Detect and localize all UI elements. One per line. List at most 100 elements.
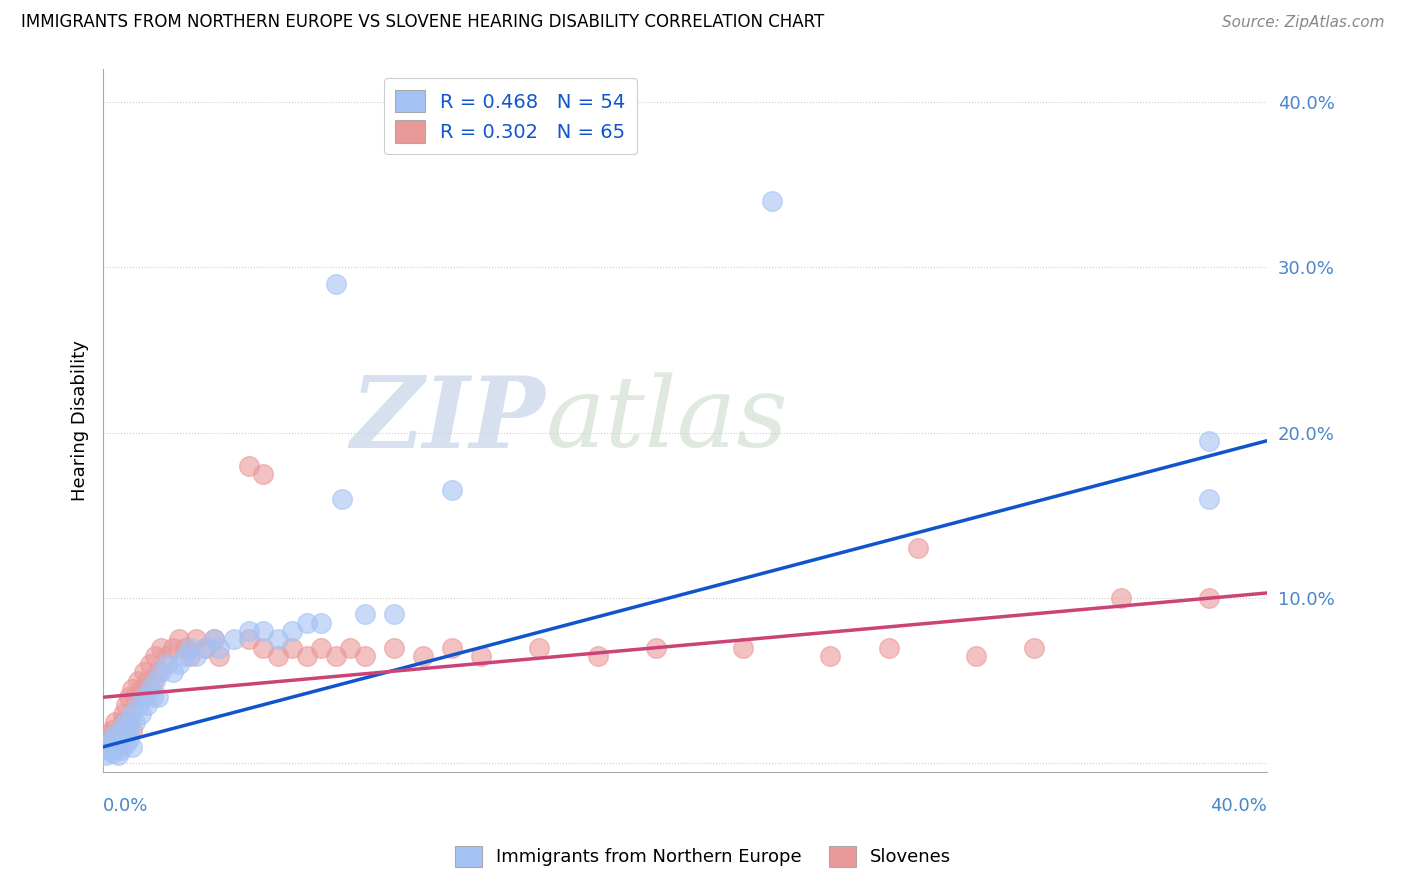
Point — [339, 640, 361, 655]
Point — [167, 632, 190, 647]
Point — [907, 541, 929, 556]
Point — [94, 748, 117, 763]
Text: 40.0%: 40.0% — [1211, 797, 1267, 814]
Point — [156, 648, 179, 663]
Point — [115, 726, 138, 740]
Point — [142, 673, 165, 688]
Point — [354, 648, 377, 663]
Point — [118, 690, 141, 705]
Point — [441, 640, 464, 655]
Point — [441, 483, 464, 498]
Point — [94, 731, 117, 746]
Point — [733, 640, 755, 655]
Point — [222, 632, 245, 647]
Point — [115, 714, 138, 729]
Point — [202, 632, 225, 647]
Point — [238, 624, 260, 638]
Point — [145, 673, 167, 688]
Point — [186, 632, 208, 647]
Point — [354, 607, 377, 622]
Text: atlas: atlas — [546, 373, 789, 467]
Point — [112, 720, 135, 734]
Point — [311, 615, 333, 630]
Point — [101, 723, 124, 738]
Point — [167, 657, 190, 672]
Point — [104, 731, 127, 746]
Point — [129, 706, 152, 721]
Point — [101, 731, 124, 746]
Point — [138, 657, 160, 672]
Point — [101, 743, 124, 757]
Point — [281, 640, 304, 655]
Point — [118, 714, 141, 729]
Point — [325, 648, 347, 663]
Point — [110, 731, 132, 746]
Point — [1198, 491, 1220, 506]
Point — [124, 690, 146, 705]
Point — [127, 673, 149, 688]
Point — [1198, 434, 1220, 448]
Point — [121, 706, 143, 721]
Point — [132, 665, 155, 680]
Point — [97, 726, 120, 740]
Point — [124, 714, 146, 729]
Point — [150, 665, 173, 680]
Point — [529, 640, 551, 655]
Point — [112, 726, 135, 740]
Point — [295, 615, 318, 630]
Point — [107, 737, 129, 751]
Point — [97, 737, 120, 751]
Point — [330, 491, 353, 506]
Point — [142, 690, 165, 705]
Point — [129, 681, 152, 696]
Point — [470, 648, 492, 663]
Point — [104, 726, 127, 740]
Point — [148, 665, 170, 680]
Point — [586, 648, 609, 663]
Point — [107, 726, 129, 740]
Point — [112, 714, 135, 729]
Legend: R = 0.468   N = 54, R = 0.302   N = 65: R = 0.468 N = 54, R = 0.302 N = 65 — [384, 78, 637, 154]
Point — [162, 665, 184, 680]
Point — [145, 648, 167, 663]
Point — [104, 714, 127, 729]
Point — [179, 640, 201, 655]
Point — [382, 607, 405, 622]
Point — [761, 194, 783, 208]
Text: ZIP: ZIP — [350, 372, 546, 468]
Text: 0.0%: 0.0% — [103, 797, 149, 814]
Point — [104, 739, 127, 754]
Legend: Immigrants from Northern Europe, Slovenes: Immigrants from Northern Europe, Slovene… — [447, 838, 959, 874]
Point — [252, 640, 274, 655]
Point — [202, 632, 225, 647]
Point — [877, 640, 900, 655]
Point — [101, 747, 124, 761]
Point — [266, 648, 288, 663]
Point — [412, 648, 434, 663]
Point — [110, 743, 132, 757]
Point — [135, 698, 157, 713]
Point — [173, 648, 195, 663]
Point — [325, 277, 347, 291]
Point — [121, 739, 143, 754]
Point — [110, 723, 132, 738]
Point — [156, 657, 179, 672]
Point — [118, 731, 141, 746]
Y-axis label: Hearing Disability: Hearing Disability — [72, 340, 89, 500]
Point — [186, 648, 208, 663]
Point — [162, 640, 184, 655]
Point — [148, 690, 170, 705]
Point — [138, 681, 160, 696]
Point — [94, 739, 117, 754]
Point — [97, 743, 120, 757]
Text: IMMIGRANTS FROM NORTHERN EUROPE VS SLOVENE HEARING DISABILITY CORRELATION CHART: IMMIGRANTS FROM NORTHERN EUROPE VS SLOVE… — [21, 12, 824, 30]
Point — [252, 624, 274, 638]
Point — [382, 640, 405, 655]
Point — [94, 739, 117, 754]
Point — [107, 739, 129, 754]
Point — [238, 632, 260, 647]
Point — [820, 648, 842, 663]
Point — [132, 690, 155, 705]
Point — [173, 640, 195, 655]
Point — [252, 467, 274, 481]
